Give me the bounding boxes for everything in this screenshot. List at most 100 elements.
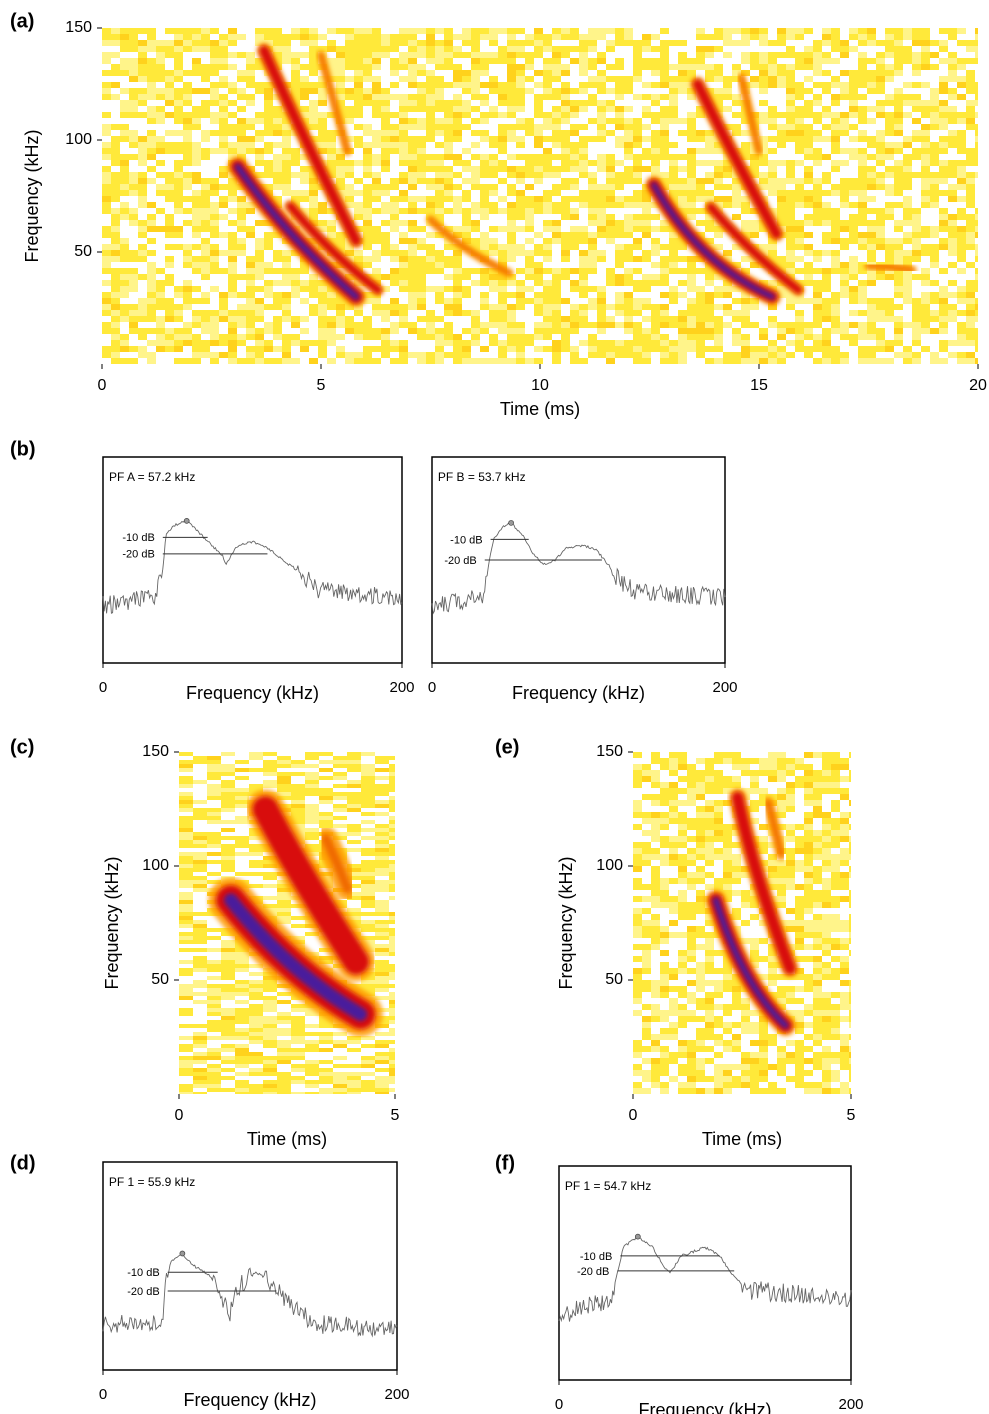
spectrogram-cell bbox=[534, 352, 543, 358]
spectrogram-cell bbox=[822, 800, 831, 806]
spectrogram-cell bbox=[534, 226, 543, 232]
spectrogram-cell bbox=[282, 322, 291, 328]
spectrogram-cell bbox=[219, 148, 228, 154]
spectrogram-cell bbox=[263, 908, 277, 912]
spectrogram-cell bbox=[804, 848, 813, 854]
spectrogram-cell bbox=[480, 358, 489, 364]
spectrogram-cell bbox=[408, 64, 417, 70]
spectrogram-cell bbox=[804, 220, 813, 226]
spectrogram-cell bbox=[237, 100, 246, 106]
spectrogram-cell bbox=[795, 238, 804, 244]
spectrogram-cell bbox=[867, 106, 876, 112]
spectrogram-cell bbox=[678, 136, 687, 142]
spectrogram-cell bbox=[219, 352, 228, 358]
spectrogram-cell bbox=[921, 280, 930, 286]
spectrogram-cell bbox=[361, 1068, 375, 1072]
spectrogram-cell bbox=[291, 340, 300, 346]
spectrogram-cell bbox=[426, 184, 435, 190]
spectrogram-cell bbox=[660, 88, 669, 94]
spectrogram-cell bbox=[831, 334, 840, 340]
spectrogram-cell bbox=[327, 46, 336, 52]
spectrogram-cell bbox=[193, 800, 207, 804]
spectrogram-cell bbox=[507, 358, 516, 364]
spectrogram-cell bbox=[912, 286, 921, 292]
spectrogram-cell bbox=[381, 286, 390, 292]
spectrogram-cell bbox=[678, 956, 687, 962]
spectrogram-cell bbox=[305, 796, 319, 800]
spectrogram-cell bbox=[417, 28, 426, 34]
spectrogram-cell bbox=[249, 1020, 263, 1024]
spectrogram-cell bbox=[741, 130, 750, 136]
spectrogram-cell bbox=[249, 836, 263, 840]
spectrogram-cell bbox=[687, 872, 696, 878]
spectrogram-cell bbox=[651, 124, 660, 130]
spectrogram-cell bbox=[305, 1060, 319, 1064]
spectrogram-cell bbox=[912, 322, 921, 328]
spectrogram-cell bbox=[327, 358, 336, 364]
spectrogram-cell bbox=[786, 64, 795, 70]
spectrogram-cell bbox=[165, 100, 174, 106]
spectrogram-cell bbox=[732, 848, 741, 854]
spectrogram-cell bbox=[235, 1072, 249, 1076]
spectrogram-cell bbox=[426, 160, 435, 166]
spectrogram-cell bbox=[336, 40, 345, 46]
spectrogram-cell bbox=[221, 840, 235, 844]
spectrogram-cell bbox=[147, 334, 156, 340]
spectrogram-cell bbox=[948, 286, 957, 292]
spectrogram-cell bbox=[840, 836, 849, 842]
spectrogram-cell bbox=[822, 968, 831, 974]
spectrogram-cell bbox=[849, 944, 851, 950]
spectrogram-cell bbox=[642, 202, 651, 208]
spectrogram-cell bbox=[750, 82, 759, 88]
spectrogram-cell bbox=[336, 82, 345, 88]
spectrogram-cell bbox=[129, 220, 138, 226]
spectrogram-cell bbox=[345, 178, 354, 184]
spectrogram-cell bbox=[570, 118, 579, 124]
spectrogram-cell bbox=[957, 118, 966, 124]
y-tick-label: 150 bbox=[142, 743, 169, 760]
spectrogram-cell bbox=[183, 58, 192, 64]
spectrogram-cell bbox=[390, 232, 399, 238]
spectrogram-cell bbox=[750, 920, 759, 926]
spectrogram-cell bbox=[263, 1028, 277, 1032]
spectrogram-cell bbox=[207, 1068, 221, 1072]
spectrogram-cell bbox=[192, 130, 201, 136]
spectrogram-cell bbox=[777, 100, 786, 106]
spectrogram-cell bbox=[390, 94, 399, 100]
spectrogram-cell bbox=[714, 304, 723, 310]
spectrogram-cell bbox=[561, 262, 570, 268]
spectrogram-cell bbox=[831, 274, 840, 280]
spectrogram-cell bbox=[651, 902, 660, 908]
spectrogram-cell bbox=[831, 172, 840, 178]
spectrogram-cell bbox=[156, 154, 165, 160]
spectrogram-cell bbox=[669, 932, 678, 938]
spectrogram-cell bbox=[786, 914, 795, 920]
spectrogram-cell bbox=[957, 286, 966, 292]
spectrogram-cell bbox=[389, 1008, 395, 1012]
spectrogram-cell bbox=[273, 184, 282, 190]
spectrogram-cell bbox=[219, 262, 228, 268]
spectrogram-cell bbox=[129, 70, 138, 76]
spectrogram-cell bbox=[129, 298, 138, 304]
spectrogram-cell bbox=[876, 322, 885, 328]
spectrogram-cell bbox=[489, 352, 498, 358]
spectrogram-cell bbox=[804, 226, 813, 232]
spectrogram-cell bbox=[389, 912, 395, 916]
spectrogram-cell bbox=[903, 40, 912, 46]
spectrogram-cell bbox=[372, 124, 381, 130]
spectrogram-cell bbox=[831, 950, 840, 956]
spectrogram-cell bbox=[327, 220, 336, 226]
spectrogram-cell bbox=[282, 64, 291, 70]
spectrogram-cell bbox=[375, 896, 389, 900]
spectrogram-cell bbox=[840, 64, 849, 70]
spectrogram-cell bbox=[795, 962, 804, 968]
spectrogram-cell bbox=[723, 800, 732, 806]
spectrogram-cell bbox=[255, 244, 264, 250]
spectrogram-cell bbox=[221, 760, 235, 764]
spectrogram-cell bbox=[462, 358, 471, 364]
spectrogram-cell bbox=[237, 190, 246, 196]
spectrogram-cell bbox=[235, 1028, 249, 1032]
spectrogram-cell bbox=[948, 220, 957, 226]
spectrogram-cell bbox=[822, 902, 831, 908]
spectrogram-cell bbox=[193, 772, 207, 776]
